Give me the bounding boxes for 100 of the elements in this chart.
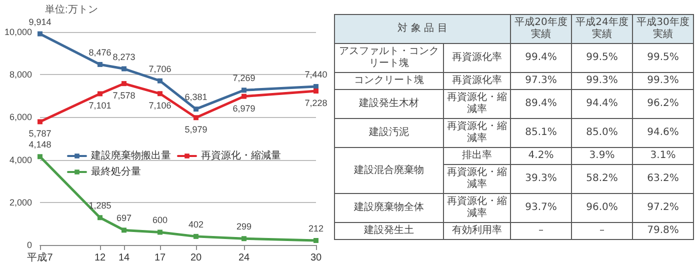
point [38, 31, 42, 36]
point [122, 228, 126, 233]
text: 99.5% [586, 52, 618, 63]
y-tick-label: 6,000 [9, 112, 32, 122]
text: 対 象 品 目 [398, 23, 448, 34]
y-tick-label: 4,000 [9, 154, 32, 165]
legend-label: 最終処分量 [91, 166, 141, 178]
text: 79.8% [647, 225, 679, 236]
data-label: 5,979 [184, 124, 208, 135]
point [122, 81, 126, 86]
y-tick-label: 10,000 [4, 27, 32, 37]
y-tick-label: 2,000 [9, 197, 32, 208]
x-tick-label: 30 [310, 252, 322, 264]
point [98, 91, 102, 96]
text: 4.2% [528, 150, 554, 161]
text: アスファルト・コンクリート塊 [339, 46, 439, 69]
point [122, 66, 126, 72]
text: 94.4% [586, 98, 618, 109]
x-tick-label: 20 [190, 252, 202, 264]
point [98, 62, 102, 67]
point [98, 215, 102, 220]
text: 99.5% [647, 52, 679, 63]
point [242, 94, 246, 99]
text: 94.6% [647, 127, 679, 138]
text: – [538, 225, 544, 236]
data-label: 9,914 [28, 16, 52, 27]
x-tick-label: 24 [238, 252, 250, 264]
text: コンクリート塊 [354, 75, 424, 86]
text: 85.0% [586, 127, 618, 138]
text: 97.2% [647, 202, 679, 213]
data-label: 7,440 [304, 70, 328, 80]
text: 96.2% [647, 98, 679, 109]
point [194, 234, 198, 239]
data-label: 7,106 [148, 100, 172, 111]
data-label: 402 [188, 219, 204, 230]
text: 再資源化・縮減率 [447, 121, 507, 144]
text: 再資源化・縮減率 [447, 167, 507, 190]
data-label: 7,578 [112, 90, 136, 101]
text: 96.0% [586, 202, 618, 213]
data-label: 6,381 [184, 92, 208, 102]
text: 63.2% [647, 173, 679, 184]
text: 58.2% [586, 173, 618, 184]
legend-label: 建設廃棄物搬出量 [90, 150, 171, 162]
text: 89.4% [525, 98, 557, 109]
point [38, 154, 42, 160]
x-tick-label: 平成7 [27, 252, 54, 264]
legend-label: 再資源化・縮減量 [201, 150, 281, 162]
point [314, 88, 318, 94]
text: 93.7% [525, 202, 557, 213]
text: 再資源化・縮減率 [447, 196, 507, 219]
data-label: 600 [152, 215, 168, 226]
data-label: 7,706 [148, 64, 172, 74]
text: 有効利用率 [452, 225, 502, 236]
y-axis-title: 単位:万トン [45, 4, 98, 16]
data-label: 1,285 [88, 200, 112, 211]
x-tick-label: 14 [118, 252, 130, 264]
data-label: 697 [116, 213, 132, 224]
text: 39.3% [525, 173, 557, 184]
text: 3.9% [589, 150, 615, 161]
text: 排出率 [462, 150, 492, 161]
text: 85.1% [525, 127, 557, 138]
text: 建設混合廃棄物 [354, 164, 424, 176]
text: 建設廃棄物全体 [354, 202, 424, 213]
x-tick-label: 17 [154, 252, 166, 264]
point [242, 236, 246, 242]
text: 97.3% [525, 75, 557, 86]
point [194, 106, 198, 112]
text: 99.3% [647, 75, 679, 86]
text: 建設汚泥 [369, 127, 409, 138]
text: 建設発生土 [364, 225, 414, 236]
text: 再資源化・縮減率 [447, 92, 507, 115]
data-label: 5,787 [28, 128, 52, 139]
x-tick-label: 12 [94, 252, 106, 264]
text: 99.4% [525, 52, 557, 63]
text: 再資源化率 [452, 52, 502, 63]
point [314, 84, 318, 90]
point [314, 238, 318, 243]
data-label: 7,228 [304, 98, 328, 108]
point [38, 119, 42, 124]
point [158, 230, 162, 235]
data-label: 6,979 [232, 103, 256, 114]
text: 平成20年度実績 [514, 17, 568, 40]
data-label: 8,476 [88, 47, 112, 58]
point [194, 115, 198, 120]
text: 再資源化率 [452, 75, 502, 86]
data-label: 4,148 [28, 140, 52, 150]
y-tick-label: 8,000 [9, 70, 32, 80]
text: 平成24年度実績 [576, 17, 628, 40]
y-tick-label: 0 [26, 240, 32, 250]
point [158, 91, 162, 96]
data-label: 7,101 [88, 100, 112, 111]
text: 99.3% [586, 75, 618, 86]
data-label: 212 [308, 223, 324, 234]
data-label: 8,273 [112, 52, 136, 62]
point [242, 88, 246, 93]
text: 平成30年度実績 [636, 17, 690, 40]
text: 建設発生木材 [359, 98, 419, 109]
data-label: 299 [236, 222, 252, 232]
text: 3.1% [650, 150, 676, 161]
text: – [600, 225, 604, 236]
